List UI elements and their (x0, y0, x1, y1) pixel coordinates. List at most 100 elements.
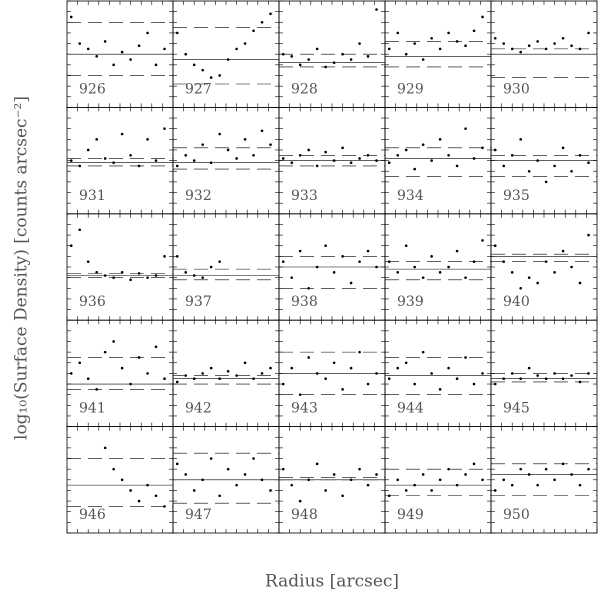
data-point (235, 157, 238, 160)
data-point (413, 167, 416, 171)
data-point (332, 473, 336, 476)
data-point (341, 146, 344, 150)
data-point (120, 50, 124, 54)
panel-label: 949 (397, 507, 424, 523)
data-point (218, 494, 221, 498)
data-point (553, 42, 556, 45)
data-point (86, 47, 90, 51)
data-point (86, 377, 90, 381)
data-point (544, 260, 548, 263)
data-point (332, 61, 336, 65)
data-point (544, 47, 548, 51)
panel-label: 940 (503, 294, 530, 310)
panel-label: 935 (503, 188, 530, 204)
data-point (438, 47, 442, 51)
data-point (366, 382, 370, 386)
data-point (447, 31, 450, 35)
data-point (349, 478, 353, 482)
data-point (86, 260, 90, 263)
data-point (184, 52, 188, 56)
data-point (137, 356, 141, 359)
data-point (536, 159, 539, 162)
data-point (163, 127, 166, 130)
data-point (430, 159, 433, 162)
data-point (146, 31, 149, 35)
data-point (349, 366, 353, 370)
data-point (510, 372, 514, 375)
data-point (481, 146, 484, 150)
data-point (201, 372, 204, 375)
data-point (184, 473, 188, 476)
data-point (154, 274, 158, 277)
data-point (464, 276, 467, 279)
data-point (120, 478, 124, 482)
data-point (481, 239, 484, 242)
data-point (175, 164, 179, 168)
data-point (218, 260, 221, 263)
data-point (570, 265, 573, 269)
data-point (324, 65, 327, 69)
data-point (349, 281, 353, 285)
data-point (455, 40, 459, 43)
data-point (307, 148, 310, 152)
data-point (163, 505, 166, 508)
data-point (387, 161, 391, 165)
data-point (570, 169, 573, 173)
data-point (481, 478, 484, 482)
data-point (69, 159, 73, 162)
data-point (112, 467, 115, 471)
data-point (235, 374, 238, 377)
data-point (341, 494, 344, 498)
data-point (502, 42, 506, 45)
data-point (112, 161, 115, 165)
data-point (307, 356, 310, 359)
data-point (281, 467, 285, 471)
data-point (315, 372, 319, 375)
data-point (129, 278, 132, 282)
data-point (175, 255, 179, 258)
data-point (192, 63, 196, 67)
data-point (544, 467, 548, 471)
data-point (163, 377, 166, 381)
data-point (307, 58, 310, 61)
data-point (455, 377, 459, 381)
data-point (252, 457, 255, 460)
data-point (447, 467, 450, 471)
panel-label: 948 (291, 507, 318, 523)
data-point (243, 361, 247, 365)
data-point (163, 255, 166, 258)
data-point (544, 180, 548, 184)
data-point (527, 44, 531, 47)
data-point (455, 164, 459, 168)
data-point (578, 380, 582, 384)
data-point (252, 29, 255, 33)
data-point (290, 276, 294, 279)
data-point (464, 356, 467, 359)
data-point (502, 260, 506, 263)
data-point (103, 446, 107, 450)
data-point (209, 457, 213, 460)
data-point (252, 153, 255, 157)
data-point (324, 489, 327, 492)
data-point (112, 63, 115, 67)
data-point (324, 377, 327, 381)
data-point (519, 50, 522, 54)
data-point (455, 483, 459, 487)
data-point (154, 494, 158, 498)
data-point (201, 478, 204, 482)
data-point (226, 58, 230, 61)
data-point (404, 148, 408, 152)
data-point (502, 478, 506, 482)
data-point (587, 372, 590, 375)
panel-label: 945 (503, 401, 530, 417)
data-point (332, 361, 336, 365)
panel-label: 926 (79, 81, 106, 97)
data-point (69, 244, 73, 248)
data-point (137, 272, 141, 275)
data-point (536, 483, 539, 487)
data-point (366, 153, 370, 157)
panel-label: 927 (185, 81, 212, 97)
data-point (218, 74, 221, 77)
data-point (553, 478, 556, 482)
